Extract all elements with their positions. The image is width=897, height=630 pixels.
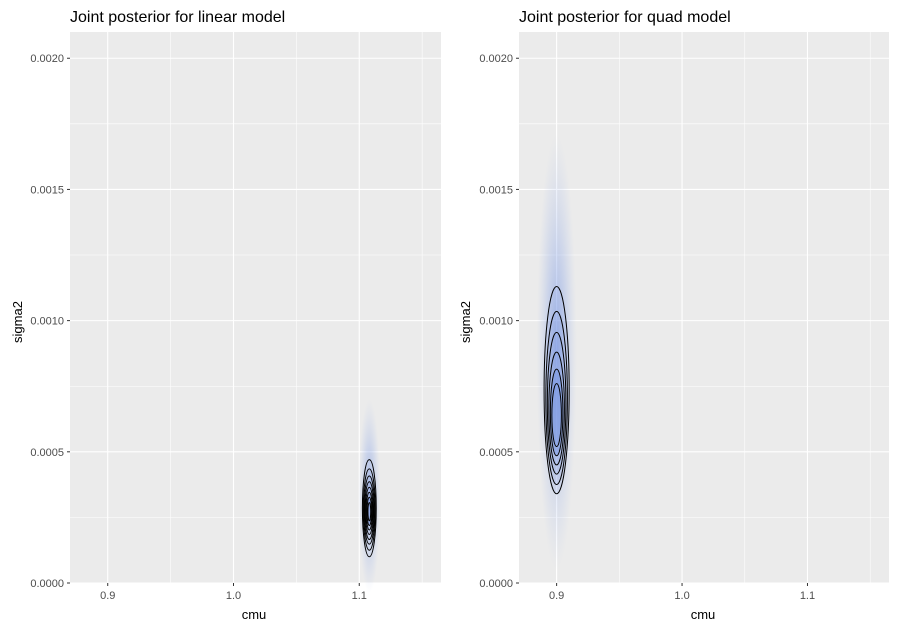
panel-title: Joint posterior for quad model [519,9,731,26]
y-tick-label: 0.0015 [479,184,513,196]
y-tick-label: 0.0020 [479,53,513,65]
y-axis-label: sigma2 [10,301,25,343]
x-tick-label: 1.0 [226,590,241,602]
x-tick-label: 0.9 [549,590,564,602]
y-tick-label: 0.0005 [479,447,513,459]
y-tick-label: 0.0015 [30,184,64,196]
density-fill [358,399,381,594]
contour-line [551,383,562,448]
x-axis-label: cmu [242,607,267,622]
y-tick-label: 0.0005 [30,447,64,459]
panel-quad: Joint posterior for quad model 0.0000 0.0… [458,9,889,622]
contour-line [365,491,373,531]
y-tick-label: 0.0000 [30,578,64,590]
x-tick-label: 1.1 [800,590,815,602]
contour-line [365,486,374,535]
y-tick-label: 0.0010 [479,316,513,328]
contour-line [361,459,377,558]
y-tick-label: 0.0020 [30,53,64,65]
x-axis-label: cmu [691,607,716,622]
contour-line [363,475,376,545]
panel-linear: Joint posterior for linear model 0.0000 0… [10,9,441,622]
plot-background [70,32,441,583]
y-tick-label: 0.0000 [479,578,513,590]
x-tick-label: 0.9 [100,590,115,602]
y-axis-label: sigma2 [458,301,473,343]
panel-title: Joint posterior for linear model [70,9,285,26]
x-tick-label: 1.0 [674,590,689,602]
contour-line [367,501,372,522]
contour-line [364,481,375,540]
y-tick-label: 0.0010 [30,316,64,328]
contour-line [545,310,568,486]
contour-line [362,468,376,551]
contour-line [366,496,373,527]
x-tick-label: 1.1 [352,590,367,602]
